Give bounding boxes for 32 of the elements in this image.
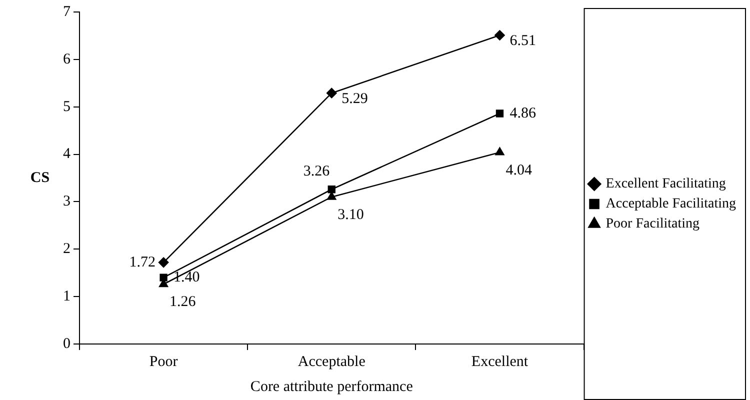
x-tick-label: Acceptable	[298, 354, 366, 370]
y-tick-label: 2	[63, 241, 70, 258]
legend-label: Acceptable Facilitating	[606, 196, 736, 212]
legend-label: Poor Facilitating	[606, 216, 700, 232]
x-axis-title: Core attribute performance	[250, 378, 414, 395]
data-label: 1.40	[174, 270, 200, 286]
data-label: 1.26	[170, 294, 196, 310]
point	[326, 88, 337, 98]
data-label: 4.86	[510, 105, 536, 122]
point	[496, 110, 504, 118]
point	[158, 257, 169, 268]
y-tick-label: 1	[63, 288, 70, 305]
x-tick-label: Poor	[149, 354, 178, 370]
y-tick-label: 4	[63, 146, 71, 162]
y-tick-label: 5	[63, 98, 70, 115]
data-label: 5.29	[342, 91, 368, 108]
point	[160, 274, 168, 282]
data-label: 6.51	[510, 33, 536, 50]
data-label: 3.26	[303, 163, 330, 180]
point	[494, 30, 505, 40]
point	[495, 147, 504, 156]
legend-label: Excellent Facilitating	[606, 176, 726, 192]
point	[328, 186, 336, 194]
data-label: 3.10	[338, 206, 364, 223]
data-label: 1.72	[129, 254, 156, 270]
y-tick-label: 0	[63, 336, 70, 352]
y-axis-title: CS	[30, 170, 50, 186]
y-tick-label: 7	[63, 4, 71, 20]
data-label: 4.04	[506, 162, 532, 178]
x-tick-label: Excellent	[471, 354, 529, 370]
y-tick-label: 6	[63, 51, 71, 68]
y-tick-label: 3	[63, 194, 70, 210]
